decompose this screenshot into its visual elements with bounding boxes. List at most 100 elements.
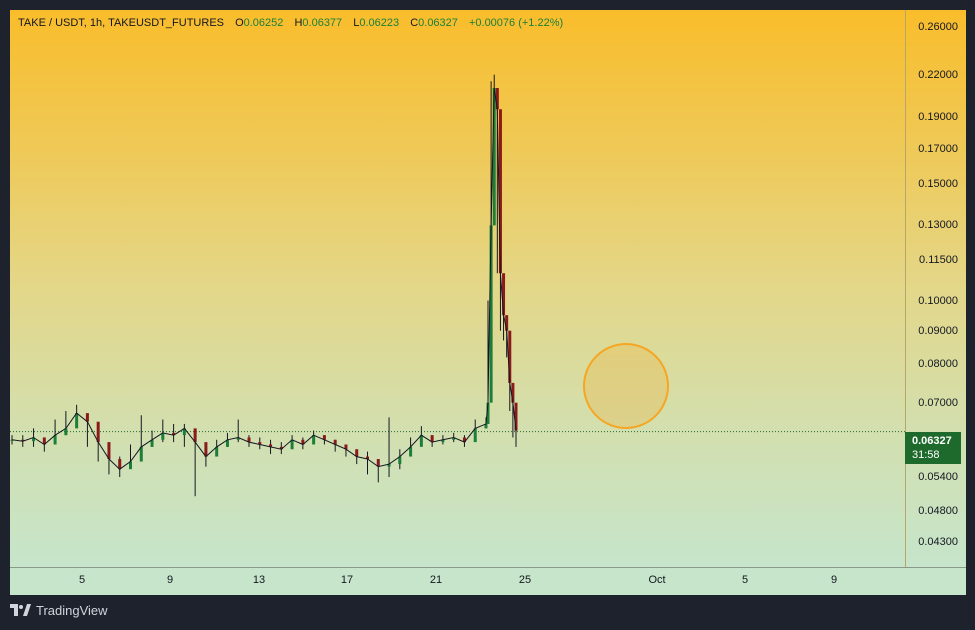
legend-high-key: H	[294, 17, 303, 29]
x-tick-label: 9	[830, 574, 838, 586]
chart-plot-area[interactable]	[10, 10, 905, 567]
y-tick-label: 0.17000	[918, 142, 958, 155]
candle-body	[344, 444, 348, 450]
price-axis[interactable]: 0.26000 0.22000 0.19000 0.17000 0.15000 0.130…	[905, 10, 966, 567]
legend-close-value: 0.06327	[418, 17, 458, 29]
highlight-circle-annotation[interactable]	[583, 343, 669, 429]
candle-body	[172, 432, 176, 436]
candle-body	[387, 464, 391, 467]
ohlc-legend: TAKE / USDT, 1h, TAKEUSDT_FUTURES O0.062…	[18, 17, 563, 29]
candle-body	[333, 439, 337, 445]
y-tick-label: 0.04300	[918, 536, 958, 549]
candle-body	[511, 382, 515, 403]
candle-body	[139, 446, 143, 462]
last-price-value: 0.06327	[912, 435, 952, 447]
candle-body	[107, 442, 111, 460]
candle-body	[279, 446, 283, 450]
candle-body	[64, 428, 68, 436]
candle-body	[204, 442, 208, 457]
candle-body	[118, 459, 122, 470]
y-tick-label: 0.04800	[918, 504, 958, 517]
candle-body	[355, 449, 359, 457]
y-tick-label: 0.22000	[918, 68, 958, 81]
candle-body	[258, 442, 262, 445]
candle-body	[398, 456, 402, 465]
candle-body	[505, 315, 509, 331]
candle-body	[312, 435, 316, 445]
candle-body	[75, 413, 79, 429]
candle-body	[269, 444, 273, 447]
candle-body	[32, 437, 36, 442]
y-tick-label: 0.13000	[918, 219, 958, 232]
last-price-label: 0.06327 31:58	[905, 432, 961, 464]
y-tick-label: 0.26000	[918, 20, 958, 33]
candle-body	[462, 437, 466, 443]
candle-body	[508, 330, 512, 383]
candle-body	[225, 439, 229, 447]
legend-low-value: 0.06223	[359, 17, 400, 29]
y-tick-label: 0.10000	[918, 294, 958, 307]
candle-body	[498, 109, 502, 274]
bar-countdown-timer: 31:58	[912, 449, 940, 461]
time-axis[interactable]: 5 9 13 17 21 25 Oct 5 9	[10, 567, 966, 595]
candle-body	[366, 456, 369, 460]
tradingview-brand-text: TradingView	[36, 603, 108, 618]
x-tick-label: 13	[252, 574, 266, 586]
candle-body	[301, 439, 305, 445]
candle-body	[53, 435, 57, 445]
y-tick-label: 0.07000	[918, 396, 958, 409]
candle-body	[419, 435, 423, 447]
y-tick-label: 0.05400	[918, 471, 958, 484]
x-tick-label: 5	[78, 574, 86, 586]
candle-body	[161, 432, 165, 440]
candle-body	[21, 439, 25, 442]
legend-low-key: L	[353, 17, 360, 29]
y-tick-label: 0.15000	[918, 178, 958, 191]
legend-close-key: C	[410, 17, 419, 29]
candle-body	[247, 437, 251, 443]
candle-body	[42, 437, 46, 445]
candle-body	[322, 435, 326, 440]
candle-body	[484, 423, 488, 429]
candle-body	[409, 446, 413, 457]
x-tick-label: 9	[166, 574, 174, 586]
x-tick-label: 5	[741, 574, 749, 586]
candle-body	[492, 87, 496, 226]
candle-body	[441, 439, 445, 443]
x-tick-label: 21	[429, 574, 443, 586]
tradingview-branding[interactable]: TradingView	[10, 603, 108, 618]
legend-symbol[interactable]: TAKE / USDT, 1h, TAKEUSDT_FUTURES	[18, 17, 224, 29]
candle-body	[486, 402, 490, 424]
candle-body	[129, 461, 132, 470]
x-tick-label: Oct	[648, 574, 666, 586]
legend-high-value: 0.06377	[302, 17, 343, 29]
y-tick-label: 0.09000	[918, 324, 958, 337]
price-series-line	[11, 87, 517, 470]
y-tick-label: 0.11500	[919, 254, 958, 267]
candle-body	[376, 459, 380, 467]
y-tick-label: 0.19000	[918, 110, 958, 123]
x-tick-label: 25	[518, 574, 532, 586]
candle-body	[85, 413, 89, 422]
candle-body	[290, 439, 294, 450]
tradingview-logo-icon	[10, 603, 31, 616]
legend-change: +0.00076 (+1.22%)	[468, 17, 564, 29]
candle-body	[96, 421, 100, 443]
candle-body	[452, 437, 456, 440]
candle-body	[193, 428, 197, 443]
legend-open-key: O	[235, 17, 244, 29]
chart-svg[interactable]	[10, 10, 905, 567]
x-tick-label: 17	[340, 574, 354, 586]
candle-body	[182, 428, 186, 436]
candle-body	[215, 446, 219, 457]
candle-body	[489, 225, 493, 403]
candle-body	[150, 439, 154, 447]
candle-body	[495, 87, 499, 110]
legend-open-value: 0.06252	[243, 17, 284, 29]
y-tick-label: 0.08000	[918, 358, 958, 371]
candle-body	[514, 402, 518, 431]
candle-body	[473, 428, 477, 443]
candle-body	[236, 437, 240, 440]
candle-body	[502, 273, 506, 316]
candle-body	[430, 435, 434, 443]
